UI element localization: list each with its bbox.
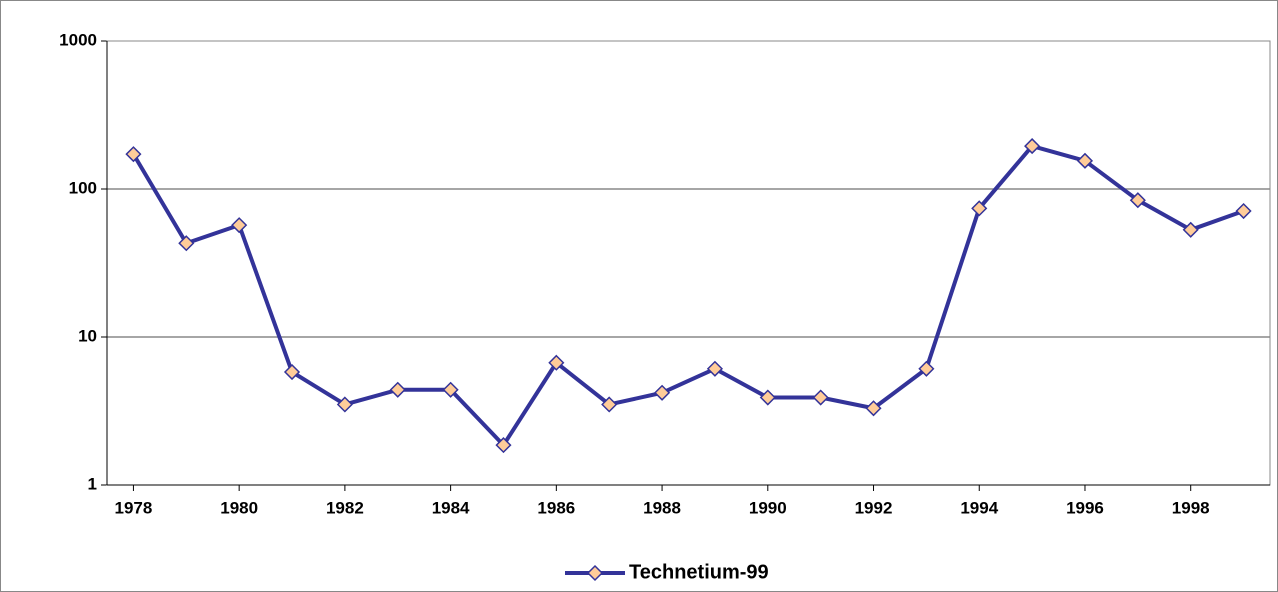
x-tick-label: 1990 [749, 498, 787, 517]
series-line [131, 144, 1245, 448]
marker [812, 389, 829, 406]
marker [865, 400, 882, 417]
y-tick-label: 10 [78, 326, 97, 345]
x-tick-label: 1978 [115, 498, 153, 517]
marker [706, 360, 723, 377]
marker [1235, 202, 1252, 220]
x-tick-label: 1998 [1172, 498, 1210, 517]
marker [759, 389, 776, 406]
marker [495, 437, 512, 454]
marker [336, 396, 353, 413]
x-tick-label: 1984 [432, 498, 470, 517]
legend-marker [586, 564, 604, 582]
marker [548, 354, 565, 371]
y-tick-label: 100 [69, 178, 97, 197]
marker [231, 217, 248, 234]
marker [971, 200, 988, 217]
x-tick-label: 1988 [643, 498, 681, 517]
y-tick-label: 1 [88, 474, 97, 493]
marker [178, 235, 195, 252]
x-tick-label: 1992 [855, 498, 893, 517]
marker [1024, 138, 1041, 155]
marker [283, 363, 301, 381]
x-tick-label: 1980 [220, 498, 258, 517]
marker [442, 381, 459, 398]
x-tick-label: 1994 [960, 498, 998, 517]
legend-label: Technetium-99 [629, 561, 769, 583]
y-tick-label: 1000 [59, 30, 97, 49]
marker [125, 146, 142, 163]
x-tick-label: 1986 [537, 498, 575, 517]
marker [601, 396, 618, 413]
x-tick-label: 1996 [1066, 498, 1104, 517]
marker [389, 381, 406, 398]
marker [654, 384, 671, 401]
marker [1182, 221, 1199, 238]
marker [918, 360, 935, 377]
marker [1129, 192, 1146, 209]
x-tick-label: 1982 [326, 498, 364, 517]
marker [1076, 152, 1094, 169]
